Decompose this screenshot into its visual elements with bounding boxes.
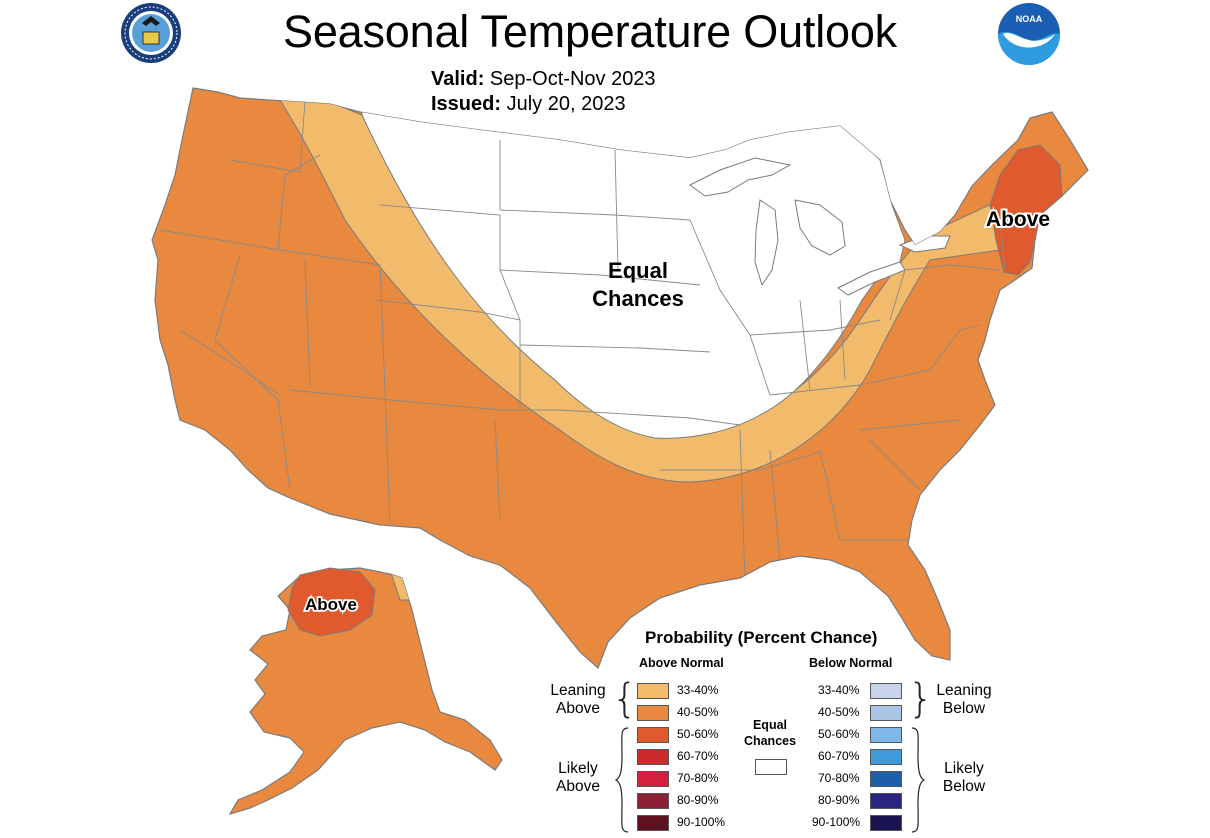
- leaning-below-line2: Below: [942, 700, 986, 717]
- noaa-logo-icon: NOAA: [998, 3, 1060, 65]
- below-range-50-60: 50-60%: [818, 727, 860, 741]
- seal-icon: [121, 3, 181, 63]
- swatch-equal-chances: [755, 759, 787, 775]
- leaning-above-line2: Above: [556, 700, 600, 717]
- likely-below-label: Likely Below: [930, 760, 998, 796]
- page-title: Seasonal Temperature Outlook: [283, 6, 897, 57]
- below-range-33-40: 33-40%: [818, 683, 860, 697]
- valid-label: Valid:: [431, 68, 485, 90]
- likely-below-brace: [911, 727, 926, 833]
- leaning-above-label: Leaning Above: [546, 682, 610, 718]
- above-range-40-50: 40-50%: [677, 705, 719, 719]
- likely-above-alaska: [287, 567, 376, 637]
- swatch-above-90-100: [637, 815, 669, 831]
- above-range-80-90: 80-90%: [677, 793, 719, 807]
- swatch-below-70-80: [870, 771, 902, 787]
- above-range-33-40: 33-40%: [677, 683, 719, 697]
- leaning-above-line1: Leaning: [550, 682, 606, 699]
- lake-superior: [689, 157, 792, 197]
- swatch-below-33-40: [870, 683, 902, 699]
- above-range-50-60: 50-60%: [677, 727, 719, 741]
- lake-huron: [794, 199, 846, 256]
- above-range-90-100: 90-100%: [677, 815, 726, 829]
- legend-title: Probability (Percent Chance): [645, 628, 878, 647]
- above-range-60-70: 60-70%: [677, 749, 719, 763]
- swatch-below-60-70: [870, 749, 902, 765]
- swatch-below-80-90: [870, 793, 902, 809]
- likely-below-line2: Below: [942, 778, 986, 795]
- issued-label: Issued:: [431, 93, 502, 115]
- leaning-above-brace: {: [612, 676, 638, 722]
- noaa-logo-text: NOAA: [1016, 14, 1043, 24]
- above-northeast-label: Above: [986, 208, 1050, 231]
- swatch-above-50-60: [637, 727, 669, 743]
- swatch-below-90-100: [870, 815, 902, 831]
- alaska-base-region: [228, 567, 503, 816]
- equal-chances-map-label: Equal: [608, 258, 668, 283]
- swatch-below-40-50: [870, 705, 902, 721]
- leaning-below-label: Leaning Below: [930, 682, 998, 718]
- below-range-90-100: 90-100%: [812, 815, 861, 829]
- issued-line: Issued: July 20, 2023: [431, 93, 626, 116]
- leaning-below-line1: Leaning: [936, 682, 992, 699]
- legend-equal-chances-label: Equal Chances: [736, 717, 804, 749]
- below-range-80-90: 80-90%: [818, 793, 860, 807]
- lake-michigan: [754, 199, 779, 287]
- likely-above-label: Likely Above: [546, 760, 610, 796]
- legend-equal-chances-line1: Equal: [752, 718, 788, 732]
- swatch-below-50-60: [870, 727, 902, 743]
- above-alaska-label: Above: [305, 595, 357, 614]
- swatch-above-70-80: [637, 771, 669, 787]
- valid-value: Sep-Oct-Nov 2023: [489, 68, 656, 90]
- issued-value: July 20, 2023: [506, 93, 626, 115]
- swatch-above-60-70: [637, 749, 669, 765]
- likely-above-line1: Likely: [558, 760, 598, 777]
- equal-chances-map-label-2: Chances: [592, 286, 684, 311]
- likely-below-line1: Likely: [944, 760, 984, 777]
- swatch-above-33-40: [637, 683, 669, 699]
- legend-equal-chances-line2: Chances: [743, 734, 797, 748]
- legend-below-header: Below Normal: [809, 656, 893, 670]
- valid-line: Valid: Sep-Oct-Nov 2023: [431, 68, 656, 91]
- likely-above-brace: [614, 727, 629, 833]
- below-range-40-50: 40-50%: [818, 705, 860, 719]
- leaning-below-brace: }: [908, 676, 934, 722]
- likely-above-northeast: [989, 144, 1063, 276]
- legend-above-header: Above Normal: [639, 656, 724, 670]
- swatch-above-80-90: [637, 793, 669, 809]
- state-boundaries: [159, 99, 1006, 581]
- below-range-60-70: 60-70%: [818, 749, 860, 763]
- equal-chances-region: [361, 109, 906, 439]
- swatch-above-40-50: [637, 705, 669, 721]
- likely-above-line2: Above: [556, 778, 600, 795]
- above-range-70-80: 70-80%: [677, 771, 719, 785]
- below-range-70-80: 70-80%: [818, 771, 860, 785]
